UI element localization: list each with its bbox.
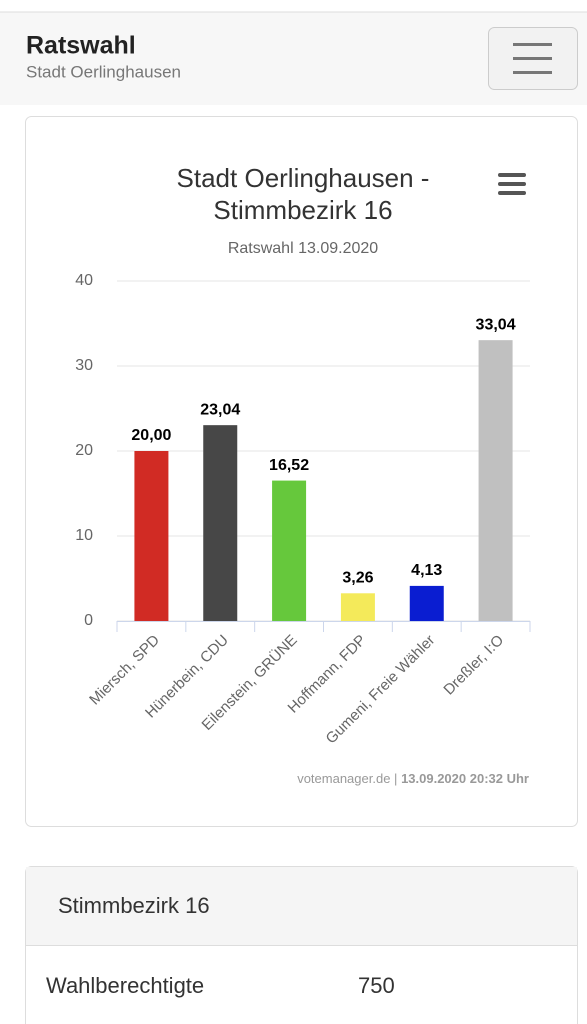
credits-timestamp: 13.09.2020 20:32 Uhr [401, 771, 529, 786]
chart-title: Stadt Oerlinghausen - [177, 163, 430, 193]
bar [478, 340, 513, 621]
table-header: Stimmbezirk 16 [58, 893, 210, 918]
menu-button[interactable] [488, 27, 578, 90]
y-tick-label: 0 [84, 612, 93, 629]
app-title: Ratswahl [26, 32, 136, 60]
data-label: 23,04 [200, 401, 240, 418]
data-label: 20,00 [131, 427, 171, 444]
y-tick-label: 40 [75, 272, 93, 289]
table-cell: 750 [358, 973, 395, 998]
chart-menu[interactable] [498, 173, 526, 195]
data-label: 16,52 [269, 457, 309, 474]
data-label: 4,13 [411, 562, 442, 579]
bar [134, 451, 169, 621]
y-tick-label: 30 [75, 357, 93, 374]
credits-separator: | [394, 771, 397, 786]
bar [409, 585, 444, 621]
data-label: 33,04 [476, 316, 516, 333]
table-header-bg [26, 867, 577, 945]
credits-source: votemanager.de [297, 771, 390, 786]
y-tick-label: 10 [75, 527, 93, 544]
bar [203, 425, 238, 621]
bar [340, 593, 375, 621]
app-subtitle: Stadt Oerlinghausen [26, 62, 181, 81]
credits: votemanager.de | 13.09.2020 20:32 Uhr [297, 771, 529, 786]
chart-subtitle: Ratswahl 13.09.2020 [228, 240, 378, 257]
chart-title: Stimmbezirk 16 [213, 195, 392, 225]
data-label: 3,26 [342, 570, 373, 587]
chart-card [25, 116, 578, 827]
y-tick-label: 20 [75, 442, 93, 459]
bar [272, 480, 307, 621]
table-cell: Wahlberechtigte [46, 973, 204, 998]
